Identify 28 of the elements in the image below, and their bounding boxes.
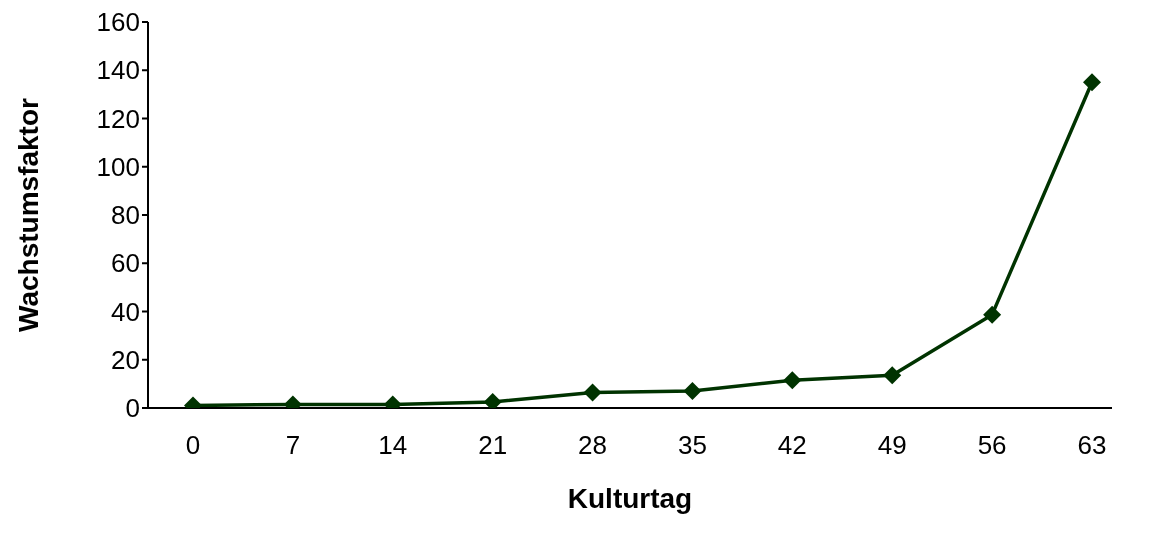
y-axis-title: Wachstumsfaktor bbox=[12, 97, 44, 332]
point bbox=[1083, 73, 1101, 92]
x-tick-label: 14 bbox=[378, 430, 408, 461]
y-tick-label: 80 bbox=[111, 200, 140, 231]
x-tick-label: 63 bbox=[1077, 430, 1107, 461]
y-tick-label: 100 bbox=[96, 151, 140, 182]
y-tick-label: 120 bbox=[96, 103, 140, 134]
point bbox=[883, 366, 902, 385]
x-tick-label: 7 bbox=[285, 430, 301, 461]
x-tick-label: 0 bbox=[185, 430, 201, 461]
y-tick-label: 40 bbox=[111, 296, 140, 327]
point bbox=[483, 392, 502, 408]
x-tick-label: 49 bbox=[877, 430, 907, 461]
x-axis-title: Kulturtag bbox=[567, 483, 693, 514]
x-tick-label: 56 bbox=[977, 430, 1007, 461]
point bbox=[583, 383, 602, 402]
point bbox=[983, 305, 1002, 324]
y-tick-label: 140 bbox=[96, 55, 140, 86]
point bbox=[683, 382, 702, 401]
x-tick-label: 21 bbox=[478, 430, 508, 461]
point bbox=[783, 371, 802, 390]
y-tick-label: 160 bbox=[96, 7, 140, 38]
y-tick-label: 20 bbox=[111, 344, 140, 375]
y-tick-label: 0 bbox=[125, 393, 140, 424]
x-tick-label: 42 bbox=[777, 430, 807, 461]
x-tick-label: 28 bbox=[578, 430, 608, 461]
x-tick-label: 35 bbox=[677, 430, 707, 461]
y-tick-label: 60 bbox=[111, 248, 140, 279]
